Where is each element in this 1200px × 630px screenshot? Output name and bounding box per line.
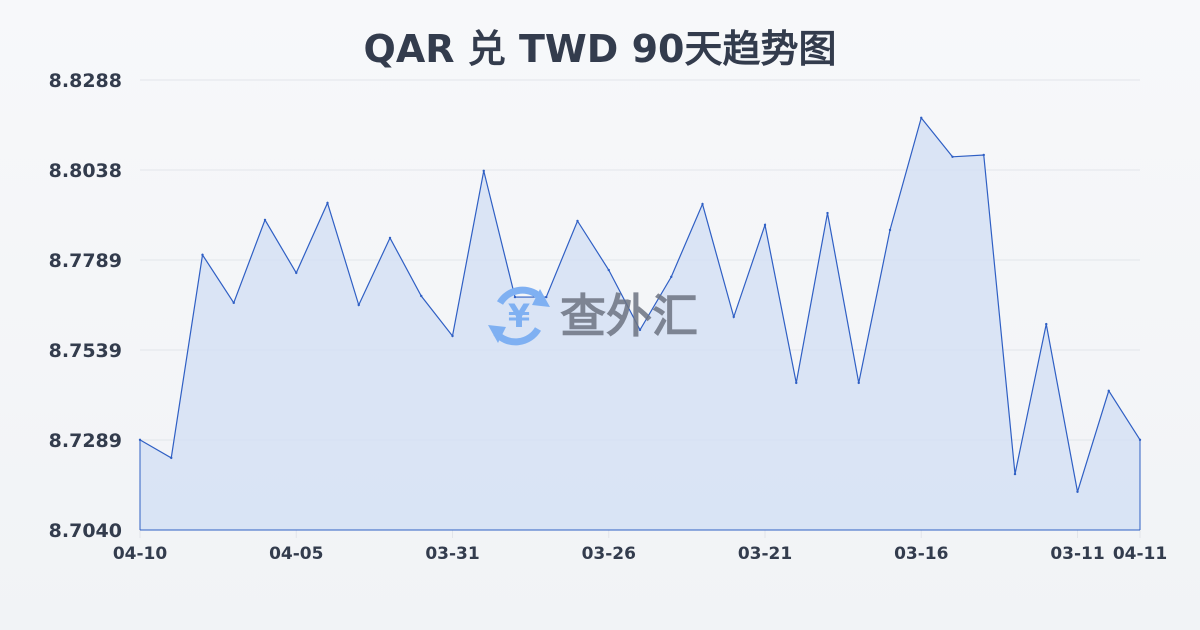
y-tick-label: 8.8288 [49, 70, 122, 92]
x-tick-label: 04-10 [113, 544, 168, 564]
data-point [670, 275, 673, 279]
watermark: ¥ 查外汇 [488, 286, 698, 346]
data-point [295, 271, 298, 275]
data-point [795, 381, 798, 385]
data-point [607, 268, 610, 272]
data-point [232, 301, 235, 305]
data-point [920, 116, 923, 120]
x-tick-label: 04-11 [1113, 544, 1167, 564]
data-point [826, 211, 829, 215]
x-tick-label: 03-26 [582, 544, 636, 564]
x-tick-label: 03-31 [425, 544, 479, 564]
data-point [1138, 438, 1142, 442]
chart-title: QAR 兑 TWD 90天趋势图 [363, 27, 837, 71]
data-point [357, 303, 360, 307]
data-point [201, 253, 204, 257]
x-tick-label: 03-11 [1050, 544, 1104, 564]
x-tick-label: 04-05 [269, 544, 323, 564]
data-point [951, 155, 954, 159]
data-point [638, 328, 642, 332]
data-point [263, 218, 267, 222]
y-tick-label: 8.7289 [49, 430, 122, 452]
watermark-text: 查外汇 [560, 289, 698, 343]
data-point [1013, 472, 1017, 476]
y-tick-label: 8.7539 [49, 340, 122, 362]
area-fill [140, 117, 1140, 530]
y-tick-label: 8.7789 [49, 250, 122, 272]
data-point [545, 295, 548, 299]
y-tick-label: 8.8038 [49, 160, 122, 182]
data-point [420, 294, 423, 298]
svg-text:¥: ¥ [508, 297, 530, 335]
data-point [326, 201, 329, 205]
data-point [451, 334, 454, 338]
yen-exchange-icon: ¥ [488, 286, 550, 346]
data-point [1045, 322, 1048, 326]
data-point [701, 202, 704, 206]
data-point [1076, 490, 1079, 493]
data-point [732, 315, 735, 319]
data-point [576, 219, 579, 223]
data-point [482, 169, 485, 173]
data-point [982, 153, 985, 157]
data-point [1107, 389, 1110, 393]
data-point [763, 223, 767, 227]
data-point [857, 381, 860, 385]
data-point [888, 228, 892, 232]
data-point [388, 236, 392, 240]
x-tick-label: 03-21 [738, 544, 792, 564]
data-point [513, 295, 517, 299]
data-point [138, 438, 142, 442]
y-tick-label: 8.7040 [49, 520, 122, 542]
x-tick-label: 03-16 [894, 544, 948, 564]
data-point [170, 456, 173, 460]
